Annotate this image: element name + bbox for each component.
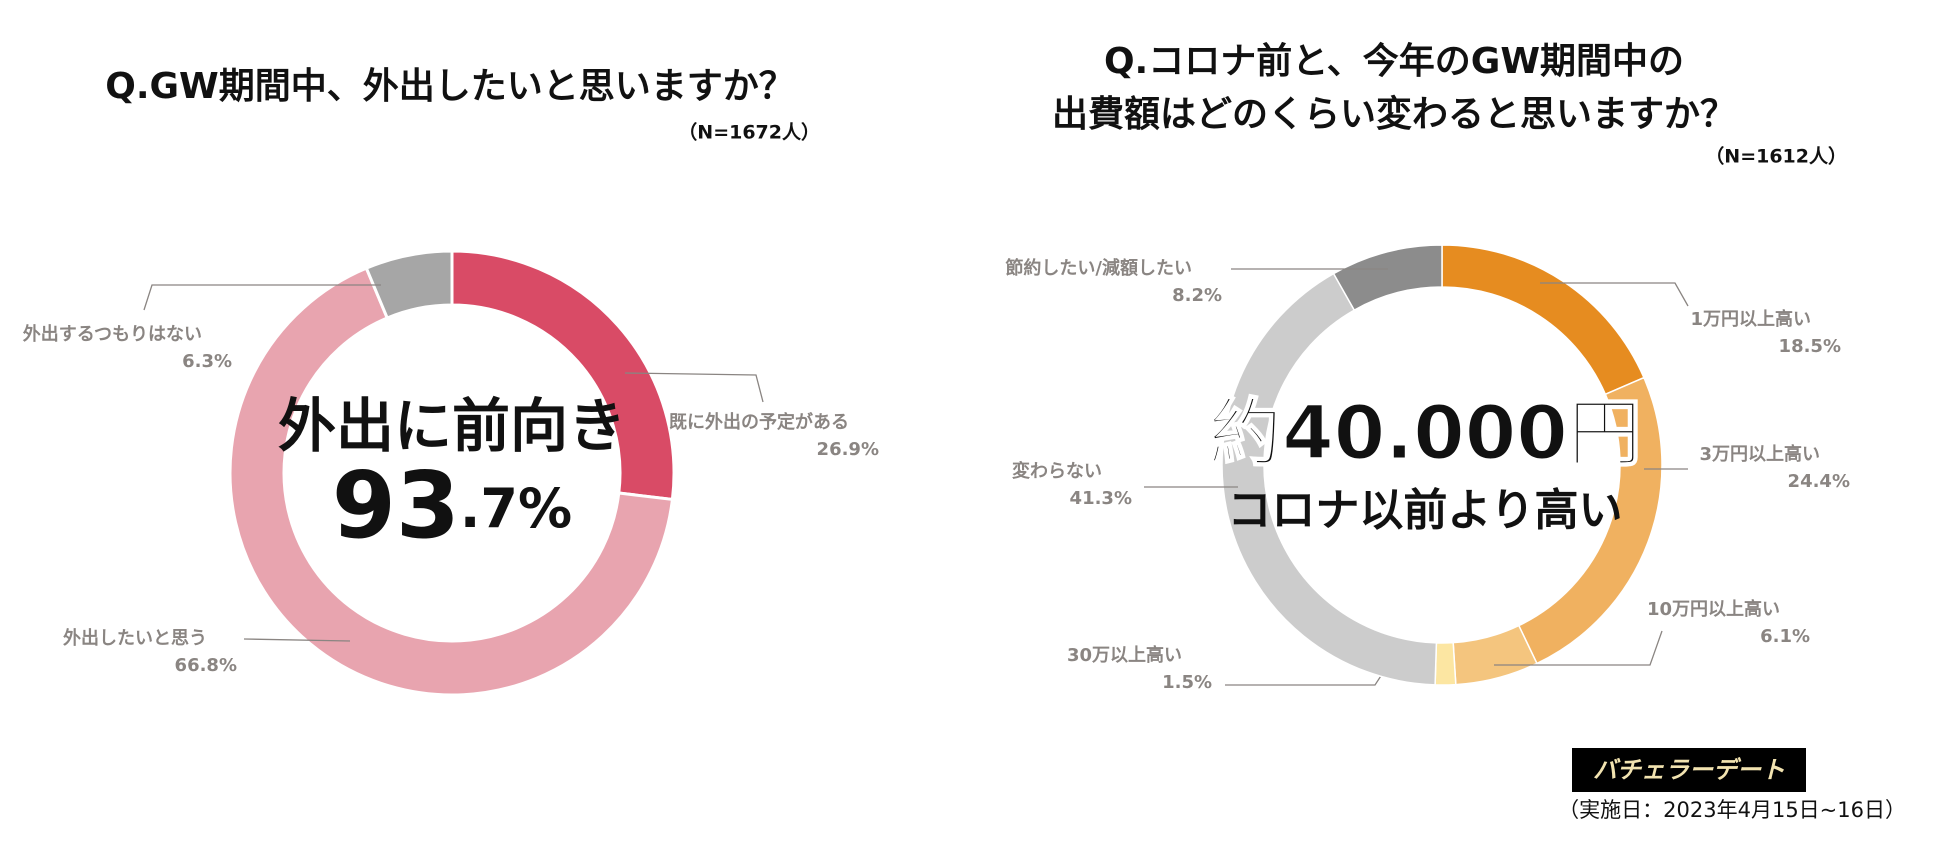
slice-value: 6.3% <box>182 351 232 372</box>
leader-line <box>243 638 351 642</box>
donut-slice <box>1441 244 1645 396</box>
slice-label: 1万円以上高い <box>1690 308 1811 330</box>
slice-label: 3万円以上高い <box>1699 443 1820 465</box>
slice-label: 節約したい/減額したい <box>1005 257 1192 279</box>
sample-size: （N=1672人） <box>678 121 820 144</box>
leader-line <box>624 372 764 403</box>
slice-value: 66.8% <box>175 655 237 676</box>
sample-size: （N=1612人） <box>1705 145 1847 168</box>
slice-label: 10万円以上高い <box>1647 598 1780 620</box>
center-text: 外出に前向き <box>278 392 626 460</box>
slice-label: 既に外出の予定がある <box>669 411 849 433</box>
leader-line <box>1494 630 1663 666</box>
donut-slice <box>1434 641 1457 686</box>
center-text: 約40.000円 <box>1208 391 1642 477</box>
slice-value: 18.5% <box>1779 336 1841 357</box>
slice-value: 26.9% <box>817 439 879 460</box>
center-subtext: コロナ以前より高い <box>1227 485 1622 536</box>
chart-title: 出費額はどのくらい変わると思いますか？ <box>1052 93 1736 135</box>
logo-box <box>1572 748 1806 792</box>
center-value: 93.7% <box>332 452 572 559</box>
slice-value: 6.1% <box>1760 626 1810 647</box>
slice-value: 41.3% <box>1070 488 1132 509</box>
leader-line <box>143 284 381 311</box>
slice-label: 外出するつもりはない <box>23 323 202 345</box>
survey-date: （実施日：2023年4月15日~16日） <box>1558 798 1906 822</box>
donut-slice <box>364 249 454 320</box>
slice-label: 外出したいと思う <box>63 627 207 649</box>
slice-label: 変わらない <box>1012 460 1102 482</box>
donut-slice <box>1332 244 1443 312</box>
slice-value: 8.2% <box>1172 285 1222 306</box>
slice-value: 24.4% <box>1788 471 1850 492</box>
chart-title: Q.コロナ前と、今年のGW期間中の <box>1104 41 1684 82</box>
logo: バチェラーデート <box>1593 756 1785 784</box>
leader-line <box>1540 282 1689 307</box>
donut-slice <box>1221 272 1438 686</box>
donut-slice <box>450 249 676 502</box>
chart-title: Q.GW期間中、外出したいと思いますか？ <box>105 66 795 107</box>
slice-value: 1.5% <box>1162 672 1212 693</box>
slice-label: 30万以上高い <box>1067 644 1182 666</box>
